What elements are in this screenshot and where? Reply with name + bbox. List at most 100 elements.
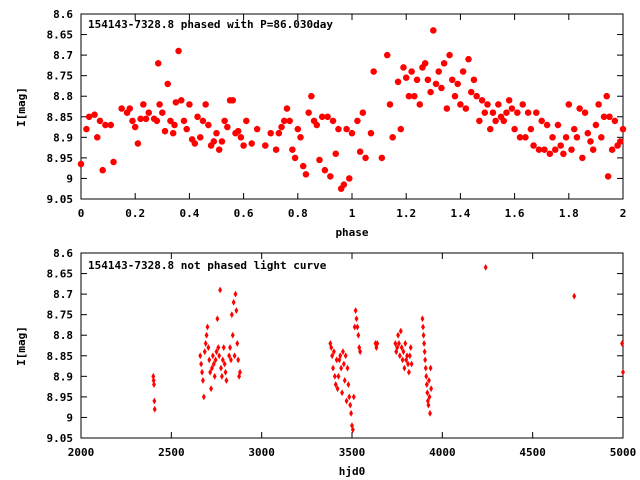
data-point: [186, 101, 193, 108]
data-point: [435, 68, 442, 75]
data-point: [231, 298, 236, 306]
data-point: [571, 125, 578, 133]
data-point: [356, 331, 361, 339]
data-point: [358, 348, 363, 356]
data-point: [429, 385, 434, 393]
data-point: [514, 109, 521, 116]
data-point: [620, 340, 625, 347]
data-point: [91, 111, 98, 118]
data-point: [430, 27, 437, 34]
data-point: [332, 372, 337, 380]
data-point: [171, 121, 178, 129]
data-point: [465, 56, 472, 63]
data-point: [99, 167, 106, 174]
data-point: [175, 47, 182, 55]
data-point: [197, 134, 204, 141]
data-point: [397, 340, 401, 347]
data-point: [240, 142, 247, 149]
data-point: [573, 134, 581, 141]
data-point: [451, 93, 459, 100]
data-point: [331, 364, 335, 372]
data-point: [427, 393, 432, 401]
data-point: [408, 344, 413, 351]
y-tick-label: 9: [66, 172, 73, 185]
data-point: [229, 311, 234, 319]
data-point: [191, 140, 199, 147]
y-tick-label: 8.85: [47, 111, 74, 124]
data-point: [198, 352, 203, 360]
data-point: [221, 117, 228, 125]
data-point: [426, 401, 431, 409]
data-point: [427, 88, 434, 96]
y-tick-label: 8.6: [53, 8, 73, 21]
data-point: [208, 368, 213, 376]
data-point: [621, 368, 625, 376]
x-tick-label: 2: [620, 207, 627, 220]
data-point: [167, 117, 174, 125]
data-point: [492, 117, 499, 125]
data-point: [432, 80, 440, 88]
data-point: [132, 123, 139, 131]
data-point: [267, 130, 274, 137]
data-point: [549, 134, 556, 141]
data-point: [546, 150, 554, 157]
data-point: [481, 109, 488, 116]
data-point: [134, 140, 142, 147]
data-point: [297, 134, 304, 141]
data-point: [484, 101, 491, 108]
data-point: [194, 113, 201, 120]
data-point: [354, 117, 361, 125]
data-point: [152, 397, 157, 405]
data-point: [210, 138, 217, 145]
x-tick-label: 3500: [339, 446, 366, 459]
data-point: [406, 368, 411, 376]
x-tick-label: 1: [349, 207, 356, 220]
data-point: [205, 323, 210, 331]
data-point: [413, 76, 421, 83]
data-point: [238, 368, 242, 376]
data-point: [562, 134, 570, 141]
data-point: [202, 348, 207, 356]
data-point: [340, 181, 348, 188]
data-point: [219, 364, 223, 372]
data-point: [286, 117, 293, 125]
data-point: [215, 315, 220, 323]
data-point: [403, 340, 408, 347]
data-point: [503, 109, 510, 116]
data-point: [77, 160, 85, 168]
data-point: [341, 360, 346, 368]
data-point: [237, 134, 245, 141]
data-point: [524, 109, 532, 116]
y-tick-label: 8.9: [53, 370, 73, 383]
data-point: [424, 381, 429, 388]
data-point: [400, 356, 405, 364]
data-point: [530, 142, 537, 149]
data-point: [152, 405, 157, 413]
data-point: [443, 105, 451, 112]
data-point: [401, 348, 406, 356]
data-point: [394, 78, 402, 86]
data-point: [421, 331, 426, 339]
data-point: [214, 348, 219, 356]
data-point: [234, 307, 239, 314]
data-point: [459, 68, 467, 75]
data-point: [395, 344, 400, 351]
data-point: [406, 360, 410, 368]
data-point: [473, 93, 480, 100]
y-tick-label: 8.65: [47, 29, 74, 42]
y-tick-label: 8.85: [47, 350, 74, 363]
data-point: [123, 109, 131, 116]
phased-light-curve-panel: 8.6 8.65 8.7 8.75 8.8 8.85 8.9 8.95 9 9.05 0 0.2 0.…: [15, 8, 626, 239]
data-point: [457, 101, 464, 108]
data-point: [213, 130, 220, 137]
data-point: [145, 109, 152, 116]
data-point: [405, 93, 413, 100]
data-point: [227, 352, 232, 360]
data-point: [384, 51, 391, 59]
y-tick-label: 8.7: [53, 49, 73, 62]
data-point: [224, 123, 231, 131]
data-point: [344, 397, 349, 405]
data-point: [351, 393, 356, 401]
data-point: [219, 372, 224, 380]
data-point: [500, 117, 507, 125]
